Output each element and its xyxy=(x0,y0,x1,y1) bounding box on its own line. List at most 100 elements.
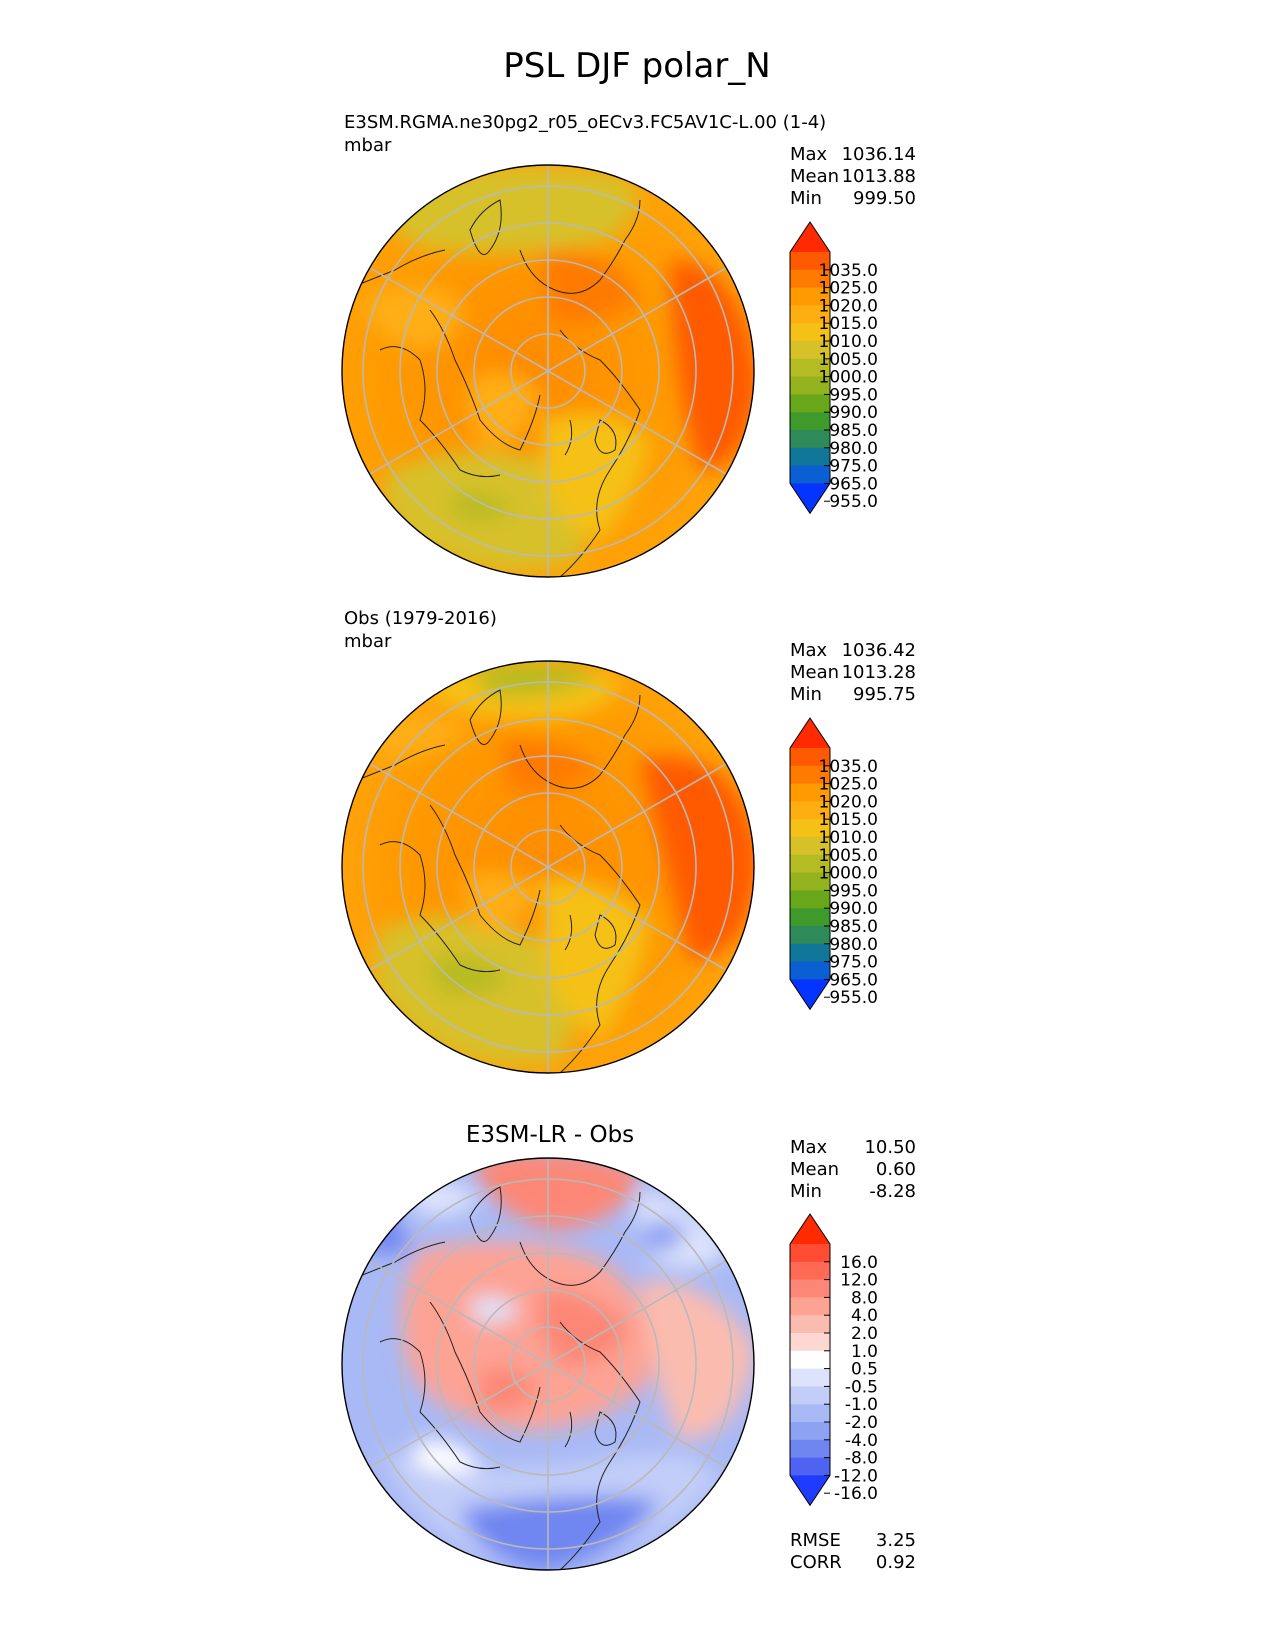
panel-test-title: E3SM.RGMA.ne30pg2_r05_oECv3.FC5AV1C-L.00… xyxy=(344,112,826,133)
colorbar-tick-label: 1035.0 xyxy=(819,261,878,281)
colorbar-tick-label: 1000.0 xyxy=(819,864,878,884)
colorbar-extend-bottom xyxy=(790,1475,830,1506)
colorbar-tick-label: 1020.0 xyxy=(819,792,878,812)
stat-max-label: Max xyxy=(790,1137,828,1158)
panel-test-units: mbar xyxy=(344,135,392,156)
colorbar-tick-label: 1035.0 xyxy=(819,757,878,777)
colorbar-tick-label: 985.0 xyxy=(829,917,878,937)
colorbar-tick-label: -0.5 xyxy=(845,1377,878,1397)
stat-max-label: Max xyxy=(790,640,828,661)
stat-max-value: 1036.14 xyxy=(842,144,916,165)
colorbar-tick-label: 975.0 xyxy=(829,457,878,477)
stat-mean-label: Mean xyxy=(790,662,839,683)
colorbar-swatch xyxy=(790,465,830,484)
colorbar-test: 1035.01025.01020.01015.01010.01005.01000… xyxy=(789,221,878,515)
figure-title: PSL DJF polar_N xyxy=(503,46,770,86)
colorbar-swatch xyxy=(790,305,830,324)
colorbar-tick-label: 1025.0 xyxy=(819,775,878,795)
colorbar-swatch xyxy=(790,430,830,449)
stat-mean-value: 1013.88 xyxy=(842,166,916,187)
colorbar-diff: 16.012.08.04.02.01.00.5-0.5-1.0-2.0-4.0-… xyxy=(789,1213,878,1507)
colorbar-swatch xyxy=(790,341,830,360)
colorbar-swatch xyxy=(790,1261,830,1281)
colorbar-swatch xyxy=(790,1333,830,1352)
stat-mean-label: Mean xyxy=(790,166,839,187)
colorbar-swatch xyxy=(790,748,830,767)
colorbar-extend-bottom xyxy=(790,483,830,514)
colorbar-tick-label: 955.0 xyxy=(829,492,878,512)
colorbar-swatch xyxy=(790,801,830,820)
colorbar-tick-label: 2.0 xyxy=(851,1324,878,1344)
colorbar-tick-label: 1005.0 xyxy=(819,350,878,370)
colorbar-tick-label: 1010.0 xyxy=(819,828,878,848)
colorbar-tick-label: 975.0 xyxy=(829,953,878,973)
colorbar-tick-label: 1.0 xyxy=(851,1342,878,1362)
colorbar-tick-label: -8.0 xyxy=(845,1449,878,1469)
colorbar-tick-label: -4.0 xyxy=(845,1431,878,1451)
colorbar-extend-top xyxy=(790,1214,830,1244)
colorbar-tick-label: 8.0 xyxy=(851,1288,878,1308)
colorbar-tick-label: -1.0 xyxy=(845,1395,878,1415)
stat-rmse-value: 3.25 xyxy=(876,1530,916,1551)
stat-corr-value: 0.92 xyxy=(876,1552,916,1573)
colorbar-tick-label: 16.0 xyxy=(840,1253,878,1273)
panel-ref-title: Obs (1979-2016) xyxy=(344,608,497,629)
colorbar-tick-label: 955.0 xyxy=(829,988,878,1008)
colorbar-swatch xyxy=(790,1244,830,1263)
colorbar-extend-top xyxy=(790,718,830,748)
stat-min-value: 995.75 xyxy=(853,684,916,705)
colorbar-swatch xyxy=(790,1350,830,1370)
colorbar-swatch xyxy=(790,837,830,856)
panel-ref: Obs (1979-2016) mbar xyxy=(341,608,916,1074)
colorbar-swatch xyxy=(790,1422,830,1441)
colorbar-swatch xyxy=(790,926,830,945)
panel-diff: E3SM-LR - Obs xyxy=(341,1122,916,1573)
colorbar-swatch xyxy=(790,376,830,395)
colorbar-tick-label: 980.0 xyxy=(829,439,878,459)
colorbar-tick-label: 965.0 xyxy=(829,474,878,494)
colorbar-swatch xyxy=(790,394,830,413)
colorbar-swatch xyxy=(790,269,830,289)
panel-test: E3SM.RGMA.ne30pg2_r05_oECv3.FC5AV1C-L.00… xyxy=(341,112,916,578)
panel-diff-map xyxy=(342,1158,754,1570)
colorbar-tick-label: 985.0 xyxy=(829,421,878,441)
colorbar-tick-label: 1000.0 xyxy=(819,368,878,388)
panel-test-map xyxy=(342,165,754,577)
colorbar-swatch xyxy=(790,447,830,467)
colorbar-swatch xyxy=(790,1315,830,1334)
colorbar-swatch xyxy=(790,1297,830,1316)
colorbar-swatch xyxy=(790,943,830,963)
colorbar-tick-label: 4.0 xyxy=(851,1306,878,1326)
colorbar-swatch xyxy=(790,1279,830,1298)
colorbar-tick-label: 995.0 xyxy=(829,385,878,405)
colorbar-swatch xyxy=(790,1439,830,1459)
stat-max-value: 1036.42 xyxy=(842,640,916,661)
colorbar-swatch xyxy=(790,412,830,431)
colorbar-swatch xyxy=(790,872,830,891)
colorbar-tick-label: 1025.0 xyxy=(819,279,878,299)
stat-min-label: Min xyxy=(790,188,822,209)
colorbar-tick-label: 990.0 xyxy=(829,403,878,423)
colorbar-swatch xyxy=(790,1368,830,1387)
colorbar-swatch xyxy=(790,1404,830,1423)
colorbar-tick-label: 965.0 xyxy=(829,970,878,990)
colorbar-tick-label: 1005.0 xyxy=(819,846,878,866)
stat-max-value: 10.50 xyxy=(864,1137,916,1158)
stat-mean-label: Mean xyxy=(790,1159,839,1180)
colorbar-tick-label: 980.0 xyxy=(829,935,878,955)
colorbar-tick-label: 990.0 xyxy=(829,899,878,919)
stat-min-value: -8.28 xyxy=(869,1181,916,1202)
colorbar-swatch xyxy=(790,323,830,342)
colorbar-swatch xyxy=(790,287,830,306)
stat-corr-label: CORR xyxy=(790,1552,842,1573)
colorbar-extend-top xyxy=(790,222,830,252)
colorbar-extend-bottom xyxy=(790,979,830,1010)
colorbar-swatch xyxy=(790,890,830,909)
stat-max-label: Max xyxy=(790,144,828,165)
panel-diff-title: E3SM-LR - Obs xyxy=(466,1122,634,1148)
colorbar-tick-label: 12.0 xyxy=(840,1271,878,1291)
colorbar-swatch xyxy=(790,908,830,927)
colorbar-swatch xyxy=(790,961,830,980)
panel-ref-units: mbar xyxy=(344,631,392,652)
